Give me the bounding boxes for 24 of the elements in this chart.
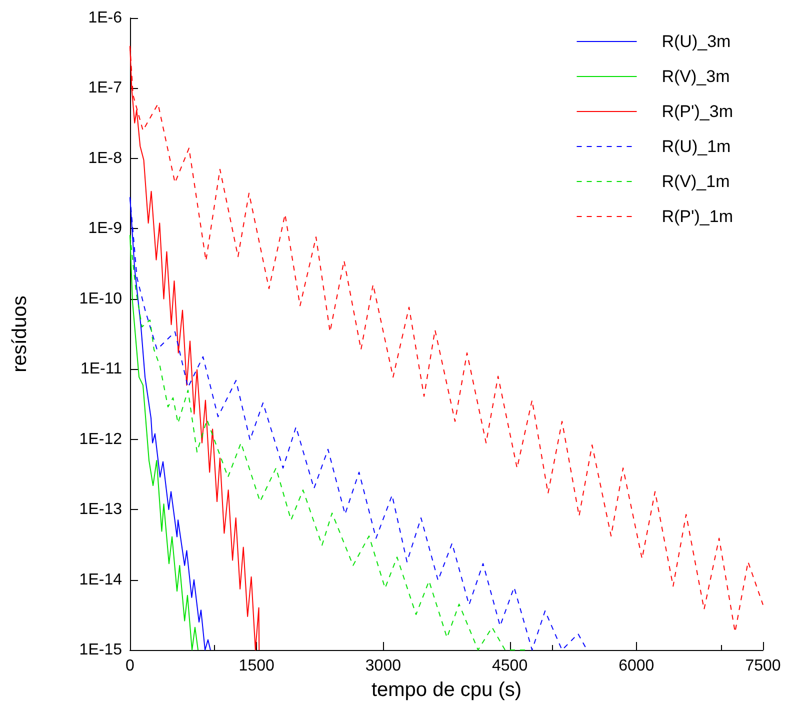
y-axis-title: resíduos [9,296,31,372]
legend-label: R(U)_1m [662,137,731,156]
legend-label: R(V)_3m [662,67,730,86]
y-tick-label: 1E-10 [79,290,122,308]
y-tick-label: 1E-13 [79,501,122,518]
y-tick-label: 1E-7 [88,80,122,97]
x-tick-label: 0 [126,658,135,674]
y-tick-label: 1E-11 [80,360,122,378]
legend-label: R(V)_1m [662,172,730,191]
x-tick-label: 1500 [238,658,274,674]
y-tick-label: 1E-12 [79,430,122,448]
x-tick-label: 6000 [618,658,654,674]
legend-label: R(U)_3m [662,32,731,51]
x-axis-title: tempo de cpu (s) [371,679,522,701]
legend-label: R(P')_1m [662,207,734,226]
y-tick-label: 1E-14 [79,571,122,588]
y-tick-label: 1E-15 [79,642,122,658]
y-tick-label: 1E-6 [88,10,122,26]
legend-label: R(P')_3m [662,102,734,121]
y-tick-label: 1E-9 [88,220,122,238]
y-tick-label: 1E-8 [88,150,122,167]
x-tick-label: 3000 [365,658,402,674]
x-tick-label: 4500 [492,658,528,674]
x-tick-label: 7500 [745,658,781,674]
